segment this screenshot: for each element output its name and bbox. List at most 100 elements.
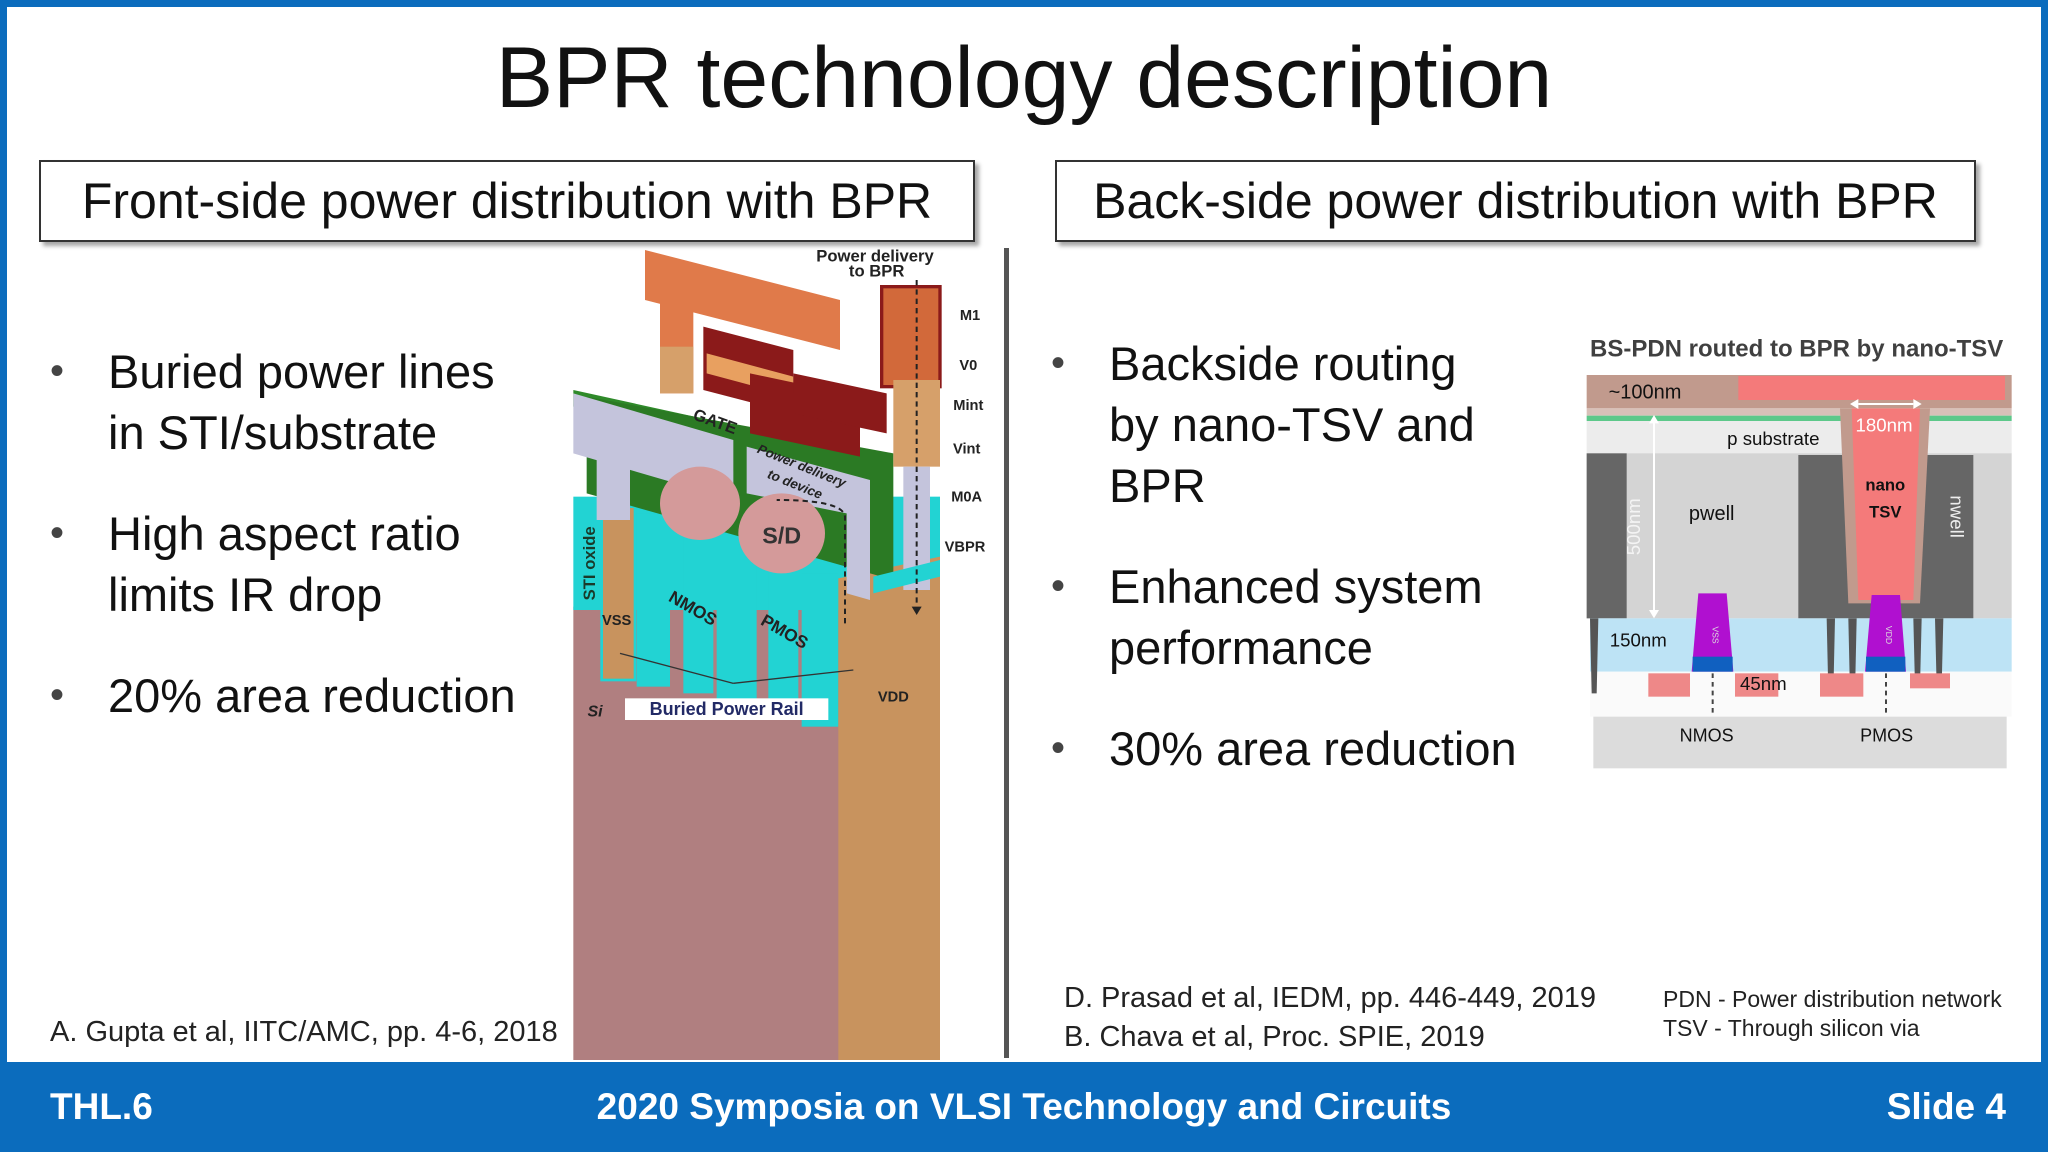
- right-section-header: Back-side power distribution with BPR: [1055, 160, 1976, 242]
- label-vss: VSS: [1711, 626, 1721, 644]
- bpr-label-box: [625, 698, 829, 720]
- left-bullet-list: • Buried power lines in STI/substrate • Hig…: [50, 341, 516, 766]
- footer-session-id: THL.6: [50, 1086, 153, 1127]
- bullet-item: • Buried power lines in STI/substrate: [50, 341, 516, 463]
- bullet-text: 20% area reduction: [108, 669, 516, 722]
- label-m0a: M0A: [951, 490, 982, 506]
- rail-cap: [1866, 656, 1906, 672]
- label-si: Si: [587, 704, 603, 721]
- device-path-arrow: [776, 499, 846, 624]
- contact-p: [1820, 673, 1864, 697]
- right-citation-2: B. Chava et al, Proc. SPIE, 2019: [1064, 1021, 1485, 1053]
- bullet-item: • Enhanced system performance: [1051, 556, 1517, 678]
- m1-line: [645, 250, 840, 350]
- label-power-delivery: Power delivery: [816, 247, 934, 266]
- bullet-item: • Backside routing by nano-TSV and BPR: [1051, 333, 1517, 516]
- footer-bar: THL.6 2020 Symposia on VLSI Technology a…: [0, 1062, 2048, 1152]
- bullet-text: Backside routing: [1109, 337, 1457, 390]
- label-tsv: TSV: [1869, 502, 1901, 521]
- arrow-head-icon: [911, 606, 922, 615]
- bullet-icon: •: [50, 673, 65, 717]
- column-divider: [1004, 248, 1009, 1058]
- footer-conference: 2020 Symposia on VLSI Technology and Cir…: [596, 1086, 1452, 1127]
- bullet-item: • High aspect ratio limits IR drop: [50, 503, 516, 625]
- label-100nm: ~100nm: [1609, 381, 1682, 403]
- contact: [596, 453, 630, 520]
- bullet-icon: •: [50, 511, 65, 555]
- arrow-head-icon: [1649, 415, 1659, 424]
- label-vbpr: VBPR: [945, 540, 986, 556]
- bullet-icon: •: [1051, 726, 1066, 770]
- vss-rail: [600, 505, 637, 682]
- label-buried-power-rail: Buried Power Rail: [650, 699, 804, 719]
- label-vdd: VDD: [878, 690, 909, 706]
- label-nano: nano: [1865, 476, 1905, 495]
- slide-title: BPR technology description: [495, 30, 1553, 126]
- mint-line: [793, 373, 887, 434]
- back-side-bpr-figure: BS-PDN routed to BPR by nano-TSV VSS VDD…: [1586, 336, 2012, 769]
- label-pwell: pwell: [1689, 503, 1735, 525]
- bullet-text: 30% area reduction: [1109, 722, 1517, 775]
- bullet-icon: •: [1051, 341, 1066, 385]
- label-180nm: 180nm: [1855, 415, 1912, 436]
- abbreviation-tsv: TSV - Through silicon via: [1663, 1015, 1920, 1041]
- label-mint: Mint: [953, 398, 983, 414]
- liner-band: [1586, 415, 2012, 421]
- label-m1: M1: [960, 308, 980, 324]
- label-nwell: nwell: [1947, 495, 1968, 538]
- bullet-text: in STI/substrate: [108, 406, 438, 459]
- bpr-pointer: [619, 652, 734, 684]
- label-p-substrate: p substrate: [1727, 428, 1819, 449]
- label-150nm: 150nm: [1610, 630, 1667, 651]
- front-side-bpr-figure: Power delivery to BPR M1 V0 Mint Vint M0…: [573, 247, 986, 1060]
- label-v0: V0: [959, 358, 977, 374]
- vdd-buried-rail: [1865, 595, 1906, 672]
- contact-n: [1648, 673, 1690, 697]
- bullet-text: BPR: [1109, 459, 1206, 512]
- fin: [636, 513, 670, 687]
- vdd-rail: [838, 556, 940, 1060]
- contact: [1910, 673, 1950, 689]
- label-45nm: 45nm: [1740, 673, 1787, 694]
- backside-metal: [1738, 376, 2005, 400]
- bullet-item: • 30% area reduction: [1051, 718, 1517, 779]
- bullet-icon: •: [50, 349, 65, 393]
- dielectric-band: [1586, 408, 2012, 416]
- label-to-bpr: to BPR: [849, 262, 905, 281]
- abbreviation-pdn: PDN - Power distribution network: [1663, 986, 2002, 1012]
- bullet-text: by nano-TSV and: [1109, 398, 1475, 451]
- label-sti-oxide: STI oxide: [580, 526, 599, 600]
- label-sd: S/D: [762, 522, 801, 548]
- fin: [1590, 618, 1599, 694]
- source-drain-epi: [738, 493, 825, 574]
- label-pmos: PMOS: [1860, 726, 1913, 746]
- sti-edge: [873, 560, 940, 594]
- bullet-icon: •: [1051, 564, 1066, 608]
- label-500nm: 500nm: [1623, 498, 1644, 555]
- fin: [1913, 618, 1922, 687]
- bullet-item: • 20% area reduction: [50, 665, 516, 726]
- bullet-text: High aspect ratio: [108, 507, 461, 560]
- fin: [683, 533, 714, 694]
- footer-slide-number: Slide 4: [1886, 1086, 2006, 1127]
- figure-title: BS-PDN routed to BPR by nano-TSV: [1590, 336, 2003, 363]
- label-vss: VSS: [602, 613, 632, 629]
- contact: [746, 446, 870, 600]
- rail-cap: [1692, 656, 1733, 672]
- label-vint: Vint: [953, 441, 981, 457]
- label-nmos: NMOS: [1680, 726, 1734, 746]
- right-bullet-list: • Backside routing by nano-TSV and BPR • Enh…: [1051, 333, 1517, 819]
- label-vdd: VDD: [1884, 626, 1894, 644]
- bullet-text: Buried power lines: [108, 345, 495, 398]
- left-citation: A. Gupta et al, IITC/AMC, pp. 4-6, 2018: [50, 1016, 558, 1048]
- arrow-head-icon: [1649, 610, 1659, 619]
- arrow-head-icon: [1913, 399, 1922, 409]
- isolation-block: [1586, 453, 1627, 619]
- right-citation-1: D. Prasad et al, IEDM, pp. 446-449, 2019: [1064, 982, 1596, 1014]
- bpr-pointer: [733, 669, 854, 684]
- contact: [1735, 673, 1779, 697]
- nano-tsv: [1851, 408, 1920, 600]
- p-substrate-region: [1586, 421, 2012, 455]
- fin: [716, 540, 757, 707]
